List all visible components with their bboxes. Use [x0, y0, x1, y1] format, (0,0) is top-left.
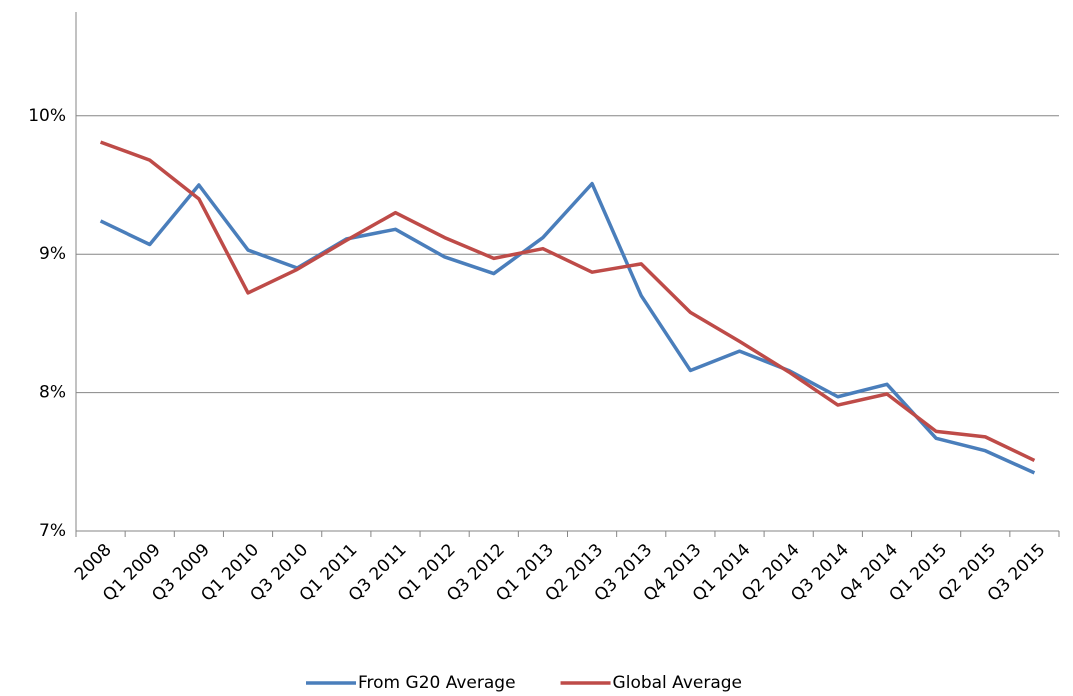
legend-label: Global Average [613, 673, 742, 693]
series-line [99, 181, 1036, 475]
series-line [99, 140, 1036, 462]
y-tick-label: 8% [39, 383, 66, 403]
legend-label: From G20 Average [358, 673, 516, 693]
x-tick-label: 2008 [71, 540, 116, 585]
y-tick-label: 9% [39, 244, 66, 264]
y-tick-label: 7% [39, 521, 66, 541]
y-tick-label: 10% [28, 106, 66, 126]
